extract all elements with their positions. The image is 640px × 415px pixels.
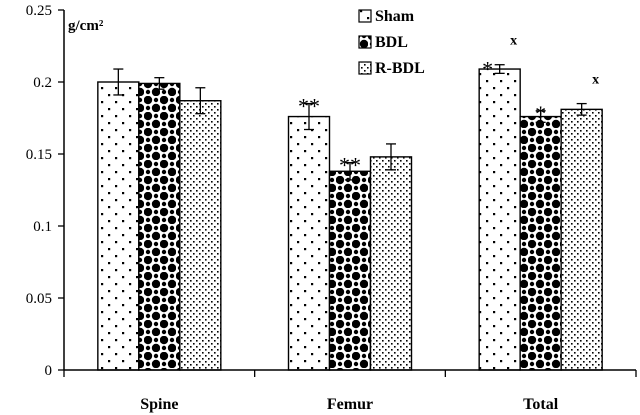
bars — [97, 68, 603, 371]
unit-label: g/cm² — [68, 18, 104, 34]
legend-swatch — [358, 61, 372, 75]
significance-mark: * — [482, 57, 493, 82]
y-tick-label: 0.15 — [26, 147, 52, 163]
significance-mark: x — [592, 73, 599, 88]
y-axis-ticks: 0 0.05 0.1 0.15 0.2 0.25 — [26, 3, 64, 379]
error-bar-total-bdl — [535, 110, 546, 123]
legend-swatch — [358, 9, 372, 23]
y-tick-label: 0.25 — [26, 3, 52, 19]
significance-mark: ** — [339, 153, 361, 178]
bar-spine-r-bdl — [179, 100, 222, 371]
y-tick-label: 0.05 — [26, 291, 52, 307]
category-label-total: Total — [523, 396, 559, 413]
legend-label: Sham — [375, 8, 415, 25]
legend: Sham BDL R-BDL — [358, 8, 425, 77]
legend-item-bdl: BDL — [358, 34, 408, 51]
error-bar-spine-bdl — [154, 77, 165, 90]
error-bar-femur-bdl — [345, 161, 355, 181]
category-label-femur: Femur — [327, 396, 373, 413]
significance-mark: x — [510, 34, 517, 49]
bar-spine-bdl — [138, 82, 181, 371]
bar-spine-sham — [97, 81, 140, 371]
significance-annotations: *****x*x — [298, 34, 599, 178]
bar-femur-r-bdl — [369, 156, 413, 371]
error-bar-total-r-bdl — [576, 102, 587, 116]
bar-total-bdl — [519, 115, 562, 371]
x-axis-ticks: Spine Femur Total — [63, 370, 637, 413]
bar-total-sham — [478, 68, 521, 371]
error-bar-femur-r-bdl — [386, 143, 396, 171]
error-bar-spine-r-bdl — [195, 87, 206, 115]
y-tick-label: 0 — [45, 363, 53, 379]
legend-item-r-bdl: R-BDL — [358, 60, 425, 77]
error-bars — [113, 64, 587, 181]
bar-femur-sham — [287, 115, 331, 371]
bar-total-r-bdl — [560, 108, 603, 371]
y-tick-label: 0.2 — [33, 75, 52, 91]
legend-swatch — [358, 35, 372, 49]
error-bar-femur-sham — [304, 102, 314, 131]
bar-femur-bdl — [328, 170, 372, 371]
significance-mark: * — [535, 101, 546, 126]
legend-label: R-BDL — [375, 60, 425, 77]
legend-item-sham: Sham — [358, 8, 415, 25]
significance-mark: ** — [298, 94, 320, 119]
category-label-spine: Spine — [140, 396, 178, 413]
y-tick-label: 0.1 — [33, 219, 52, 235]
error-bar-spine-sham — [113, 68, 124, 96]
error-bar-total-sham — [494, 64, 505, 75]
legend-label: BDL — [375, 34, 408, 51]
